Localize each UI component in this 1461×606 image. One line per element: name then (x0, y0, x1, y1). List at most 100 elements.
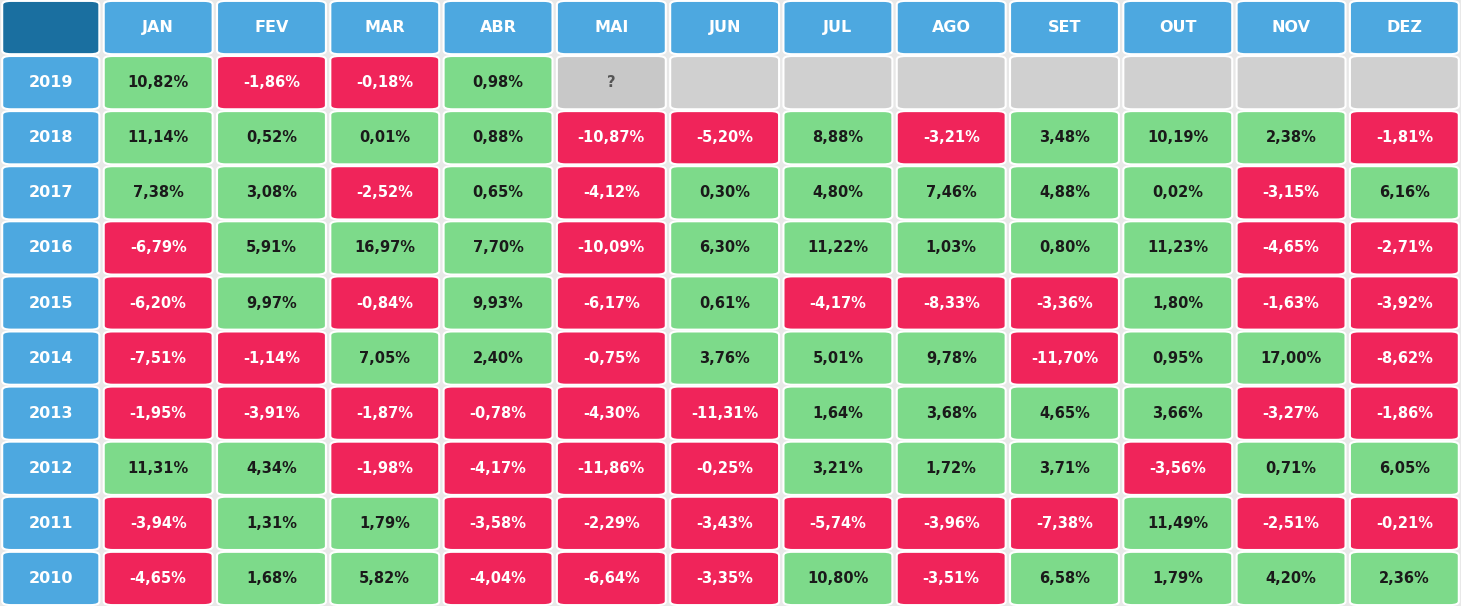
FancyBboxPatch shape (897, 221, 1005, 275)
Text: 4,34%: 4,34% (245, 461, 297, 476)
FancyBboxPatch shape (671, 497, 779, 550)
Text: 2,36%: 2,36% (1379, 571, 1430, 586)
FancyBboxPatch shape (104, 387, 213, 440)
FancyBboxPatch shape (104, 1, 213, 54)
FancyBboxPatch shape (330, 276, 440, 330)
FancyBboxPatch shape (783, 166, 893, 219)
FancyBboxPatch shape (1236, 552, 1346, 605)
FancyBboxPatch shape (3, 276, 99, 330)
Text: -6,79%: -6,79% (130, 241, 187, 255)
FancyBboxPatch shape (783, 276, 893, 330)
FancyBboxPatch shape (3, 111, 99, 164)
FancyBboxPatch shape (444, 331, 552, 385)
Text: -2,52%: -2,52% (356, 185, 413, 201)
Text: -3,58%: -3,58% (469, 516, 526, 531)
FancyBboxPatch shape (444, 387, 552, 440)
FancyBboxPatch shape (1010, 1, 1119, 54)
FancyBboxPatch shape (557, 111, 666, 164)
Text: 5,91%: 5,91% (245, 241, 297, 255)
Text: -3,94%: -3,94% (130, 516, 187, 531)
Text: 2011: 2011 (29, 516, 73, 531)
FancyBboxPatch shape (671, 111, 779, 164)
FancyBboxPatch shape (783, 387, 893, 440)
FancyBboxPatch shape (218, 497, 326, 550)
FancyBboxPatch shape (218, 1, 326, 54)
Text: -4,04%: -4,04% (469, 571, 526, 586)
FancyBboxPatch shape (897, 56, 1005, 109)
FancyBboxPatch shape (444, 56, 552, 109)
FancyBboxPatch shape (1124, 331, 1232, 385)
Text: 1,80%: 1,80% (1153, 296, 1204, 310)
FancyBboxPatch shape (1236, 442, 1346, 495)
FancyBboxPatch shape (218, 442, 326, 495)
Text: OUT: OUT (1159, 20, 1197, 35)
Text: 4,80%: 4,80% (812, 185, 863, 201)
FancyBboxPatch shape (444, 442, 552, 495)
Text: 7,05%: 7,05% (359, 351, 411, 365)
FancyBboxPatch shape (1124, 1, 1232, 54)
FancyBboxPatch shape (1124, 276, 1232, 330)
Text: -6,17%: -6,17% (583, 296, 640, 310)
Text: -4,17%: -4,17% (469, 461, 526, 476)
FancyBboxPatch shape (444, 111, 552, 164)
FancyBboxPatch shape (330, 56, 440, 109)
Text: 1,79%: 1,79% (1153, 571, 1204, 586)
FancyBboxPatch shape (1010, 221, 1119, 275)
FancyBboxPatch shape (330, 221, 440, 275)
FancyBboxPatch shape (1124, 387, 1232, 440)
FancyBboxPatch shape (897, 1, 1005, 54)
Text: -3,15%: -3,15% (1262, 185, 1319, 201)
Text: 6,05%: 6,05% (1379, 461, 1430, 476)
Text: 2013: 2013 (29, 405, 73, 421)
Text: -1,14%: -1,14% (243, 351, 300, 365)
FancyBboxPatch shape (3, 221, 99, 275)
FancyBboxPatch shape (557, 331, 666, 385)
FancyBboxPatch shape (557, 442, 666, 495)
FancyBboxPatch shape (783, 56, 893, 109)
FancyBboxPatch shape (671, 221, 779, 275)
Text: 0,98%: 0,98% (472, 75, 523, 90)
FancyBboxPatch shape (104, 552, 213, 605)
Text: -2,51%: -2,51% (1262, 516, 1319, 531)
FancyBboxPatch shape (3, 552, 99, 605)
FancyBboxPatch shape (557, 276, 666, 330)
FancyBboxPatch shape (1236, 331, 1346, 385)
FancyBboxPatch shape (104, 111, 213, 164)
FancyBboxPatch shape (1124, 442, 1232, 495)
Text: 0,01%: 0,01% (359, 130, 411, 145)
Text: -2,71%: -2,71% (1376, 241, 1433, 255)
FancyBboxPatch shape (218, 331, 326, 385)
Text: 2,38%: 2,38% (1265, 130, 1316, 145)
Text: 4,20%: 4,20% (1265, 571, 1316, 586)
Text: MAR: MAR (364, 20, 405, 35)
Text: -0,18%: -0,18% (356, 75, 413, 90)
Text: 3,08%: 3,08% (245, 185, 297, 201)
Text: 9,78%: 9,78% (926, 351, 976, 365)
FancyBboxPatch shape (1236, 276, 1346, 330)
Text: 3,71%: 3,71% (1039, 461, 1090, 476)
FancyBboxPatch shape (897, 387, 1005, 440)
Text: -1,63%: -1,63% (1262, 296, 1319, 310)
Text: 16,97%: 16,97% (354, 241, 415, 255)
Text: -4,12%: -4,12% (583, 185, 640, 201)
Text: JAN: JAN (142, 20, 174, 35)
Text: -6,20%: -6,20% (130, 296, 187, 310)
FancyBboxPatch shape (1236, 221, 1346, 275)
Text: -3,43%: -3,43% (697, 516, 752, 531)
FancyBboxPatch shape (557, 552, 666, 605)
Text: -3,51%: -3,51% (923, 571, 980, 586)
Text: -1,95%: -1,95% (130, 405, 187, 421)
FancyBboxPatch shape (783, 552, 893, 605)
FancyBboxPatch shape (897, 442, 1005, 495)
Text: -4,30%: -4,30% (583, 405, 640, 421)
FancyBboxPatch shape (1124, 111, 1232, 164)
FancyBboxPatch shape (1350, 221, 1458, 275)
Text: -3,35%: -3,35% (697, 571, 752, 586)
FancyBboxPatch shape (1236, 111, 1346, 164)
FancyBboxPatch shape (1236, 56, 1346, 109)
Text: 11,31%: 11,31% (127, 461, 188, 476)
FancyBboxPatch shape (218, 111, 326, 164)
Text: 10,19%: 10,19% (1147, 130, 1208, 145)
Text: 0,80%: 0,80% (1039, 241, 1090, 255)
FancyBboxPatch shape (783, 331, 893, 385)
